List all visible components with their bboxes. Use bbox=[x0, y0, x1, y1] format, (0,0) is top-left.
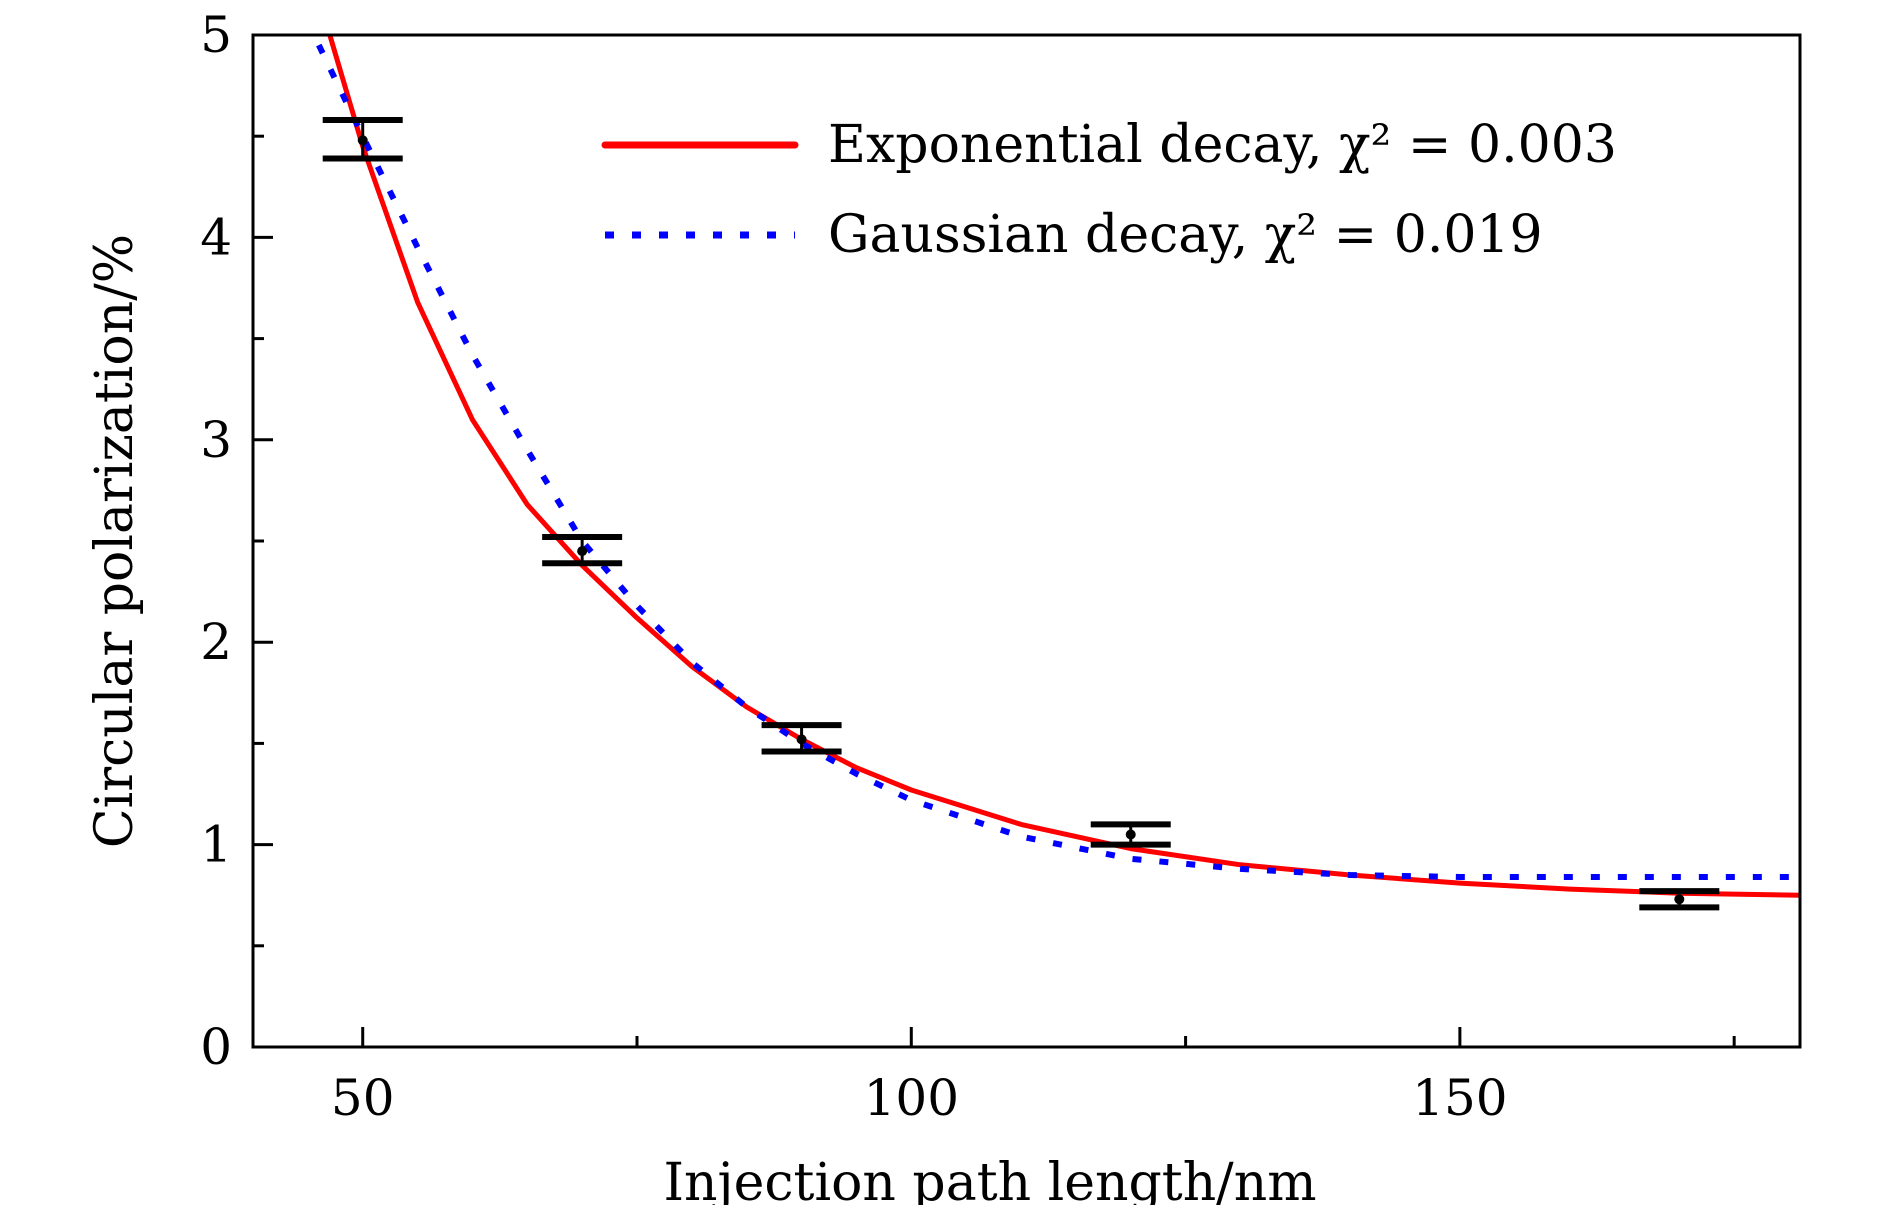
data-marker bbox=[1674, 894, 1685, 905]
y-tick-label-0: 0 bbox=[200, 1018, 232, 1076]
data-marker bbox=[577, 546, 588, 557]
y-tick-label-1: 1 bbox=[200, 816, 232, 874]
data-point-90 bbox=[761, 722, 842, 755]
data-point-50 bbox=[322, 117, 403, 162]
y-tick-label-3: 3 bbox=[200, 411, 232, 469]
labels-layer: 50 100 150 0 1 2 3 4 5 bbox=[200, 6, 1507, 1127]
legend-sep-gaussian: , bbox=[1232, 205, 1265, 265]
y-axis-title: Circular polarization/% bbox=[85, 234, 145, 848]
legend: Exponential decay, χ² = 0.003 Gaussian d… bbox=[601, 115, 1617, 265]
data-marker bbox=[357, 135, 368, 146]
legend-name-exponential: Exponential decay bbox=[828, 115, 1314, 175]
x-tick-label-100: 100 bbox=[864, 1069, 959, 1127]
gaussian-fit-line bbox=[316, 43, 1800, 880]
legend-name-gaussian: Gaussian decay bbox=[828, 205, 1239, 265]
data-point-170 bbox=[1639, 888, 1720, 911]
legend-sep-exponential: , bbox=[1306, 115, 1339, 175]
legend-chi2-gaussian: χ² = 0.019 bbox=[1265, 205, 1543, 265]
ticks-layer bbox=[253, 33, 1736, 1049]
points-layer bbox=[322, 117, 1720, 911]
x-tick-label-150: 150 bbox=[1412, 1069, 1507, 1127]
data-marker bbox=[796, 734, 807, 745]
y-tick-label-2: 2 bbox=[200, 613, 232, 671]
data-marker bbox=[1125, 829, 1136, 840]
data-point-120 bbox=[1090, 821, 1171, 848]
legend-chi2-exponential: χ² = 0.003 bbox=[1339, 115, 1617, 175]
y-tick-label-5: 5 bbox=[200, 6, 232, 64]
legend-label-exponential: Exponential decay, χ² = 0.003 bbox=[828, 115, 1617, 175]
y-tick-label-4: 4 bbox=[200, 208, 232, 266]
legend-label-gaussian: Gaussian decay, χ² = 0.019 bbox=[828, 205, 1543, 265]
x-tick-label-50: 50 bbox=[331, 1069, 395, 1127]
data-point-70 bbox=[542, 533, 623, 567]
x-axis-title: Injection path length/nm bbox=[664, 1153, 1317, 1205]
